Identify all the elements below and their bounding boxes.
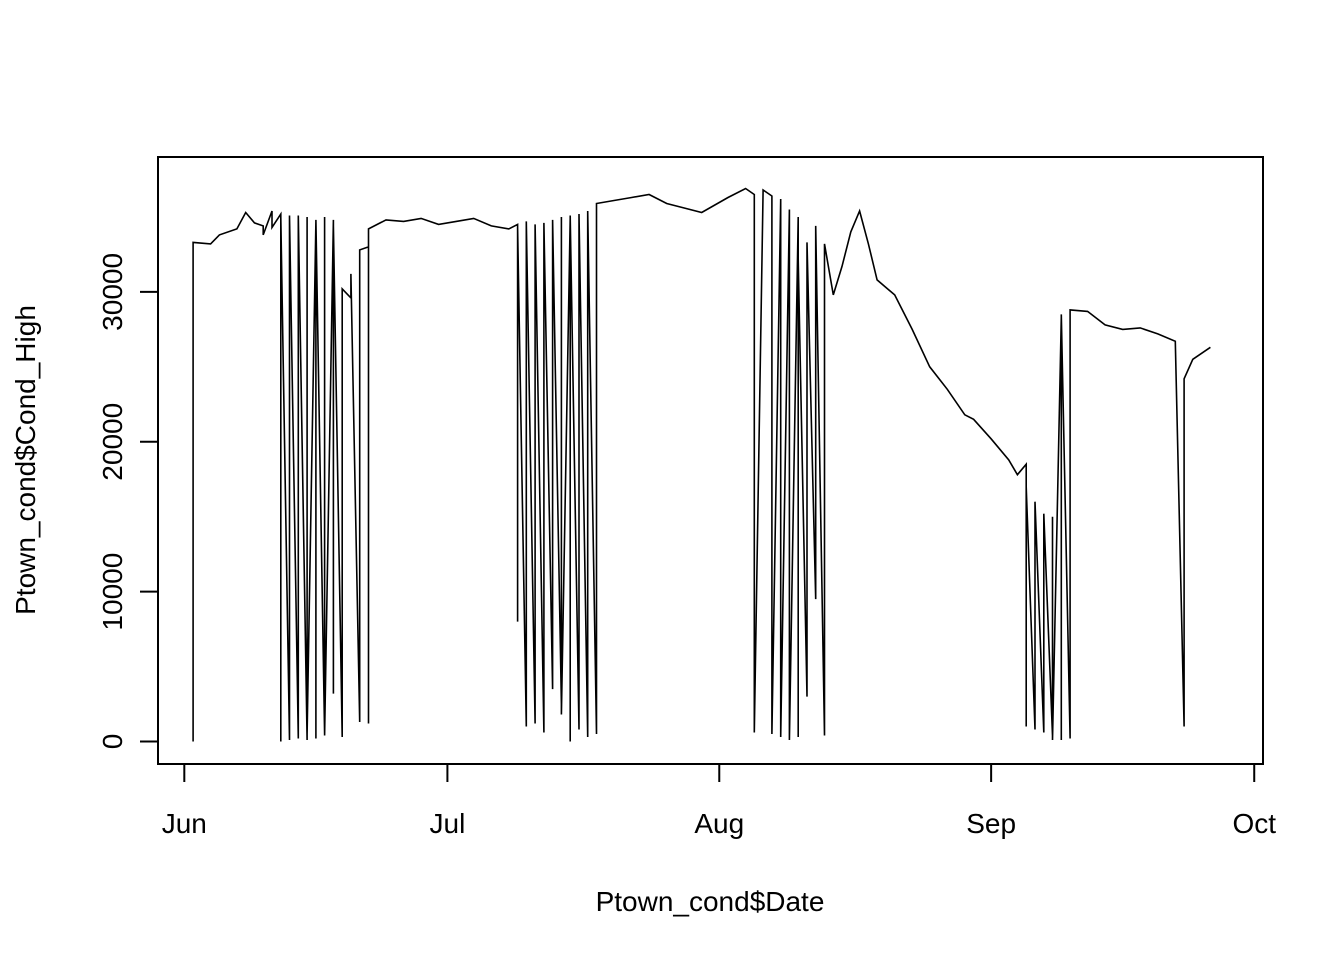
y-axis-label: Ptown_cond$Cond_High — [10, 305, 41, 615]
series-line-0 — [192, 187, 1211, 742]
x-tick-label: Jun — [162, 808, 207, 839]
x-tick-label: Sep — [966, 808, 1016, 839]
y-tick-label: 0 — [97, 734, 128, 750]
x-tick-label: Jul — [430, 808, 466, 839]
series-layer — [192, 187, 1211, 742]
x-axis-label: Ptown_cond$Date — [596, 886, 825, 917]
x-tick-label: Oct — [1232, 808, 1276, 839]
x-tick-label: Aug — [694, 808, 744, 839]
x-axis: Jun Jul Aug Sep Oct — [162, 763, 1276, 839]
y-tick-label: 20000 — [97, 403, 128, 481]
y-axis: 0 10000 20000 30000 — [97, 253, 159, 750]
y-tick-label: 10000 — [97, 553, 128, 631]
y-tick-label: 30000 — [97, 253, 128, 331]
